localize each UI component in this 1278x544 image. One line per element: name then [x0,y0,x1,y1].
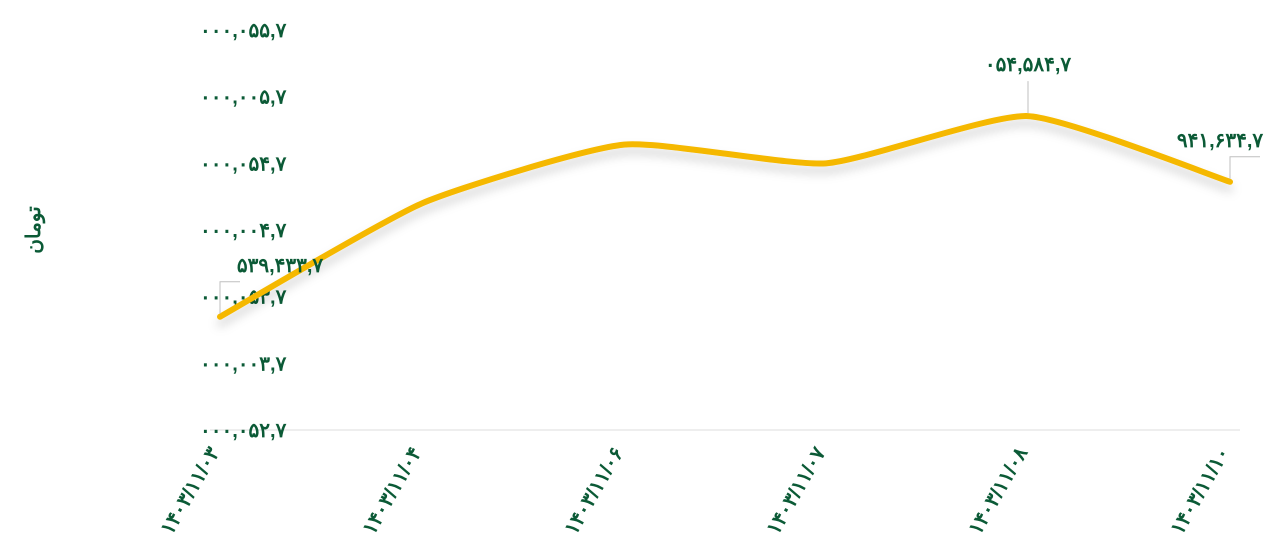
y-tick-label: ۷,۳۰۰,۰۰۰ [200,353,287,375]
y-tick-label: ۷,۵۵۰,۰۰۰ [200,20,287,42]
y-tick-label: ۷,۴۵۰,۰۰۰ [200,153,287,175]
price-series-line [220,116,1230,317]
x-tick-label: ۱۴۰۳/۱۱/۰۷ [763,443,831,538]
y-tick-label: ۷,۴۰۰,۰۰۰ [200,220,287,242]
data-point-label: ۷,۴۸۵,۴۵۰ [985,54,1072,76]
data-point-label: ۷,۳۳۴,۹۳۵ [237,255,324,277]
data-label-leader [1230,157,1260,179]
x-tick-label: ۱۴۰۳/۱۱/۰۸ [965,443,1033,538]
data-point-label: ۷,۴۳۶,۱۴۹ [1177,130,1264,152]
x-tick-label: ۱۴۰۳/۱۱/۱۰ [1167,444,1235,539]
price-line-chart: ۷,۲۵۰,۰۰۰۷,۳۰۰,۰۰۰۷,۳۵۰,۰۰۰۷,۴۰۰,۰۰۰۷,۴۵… [0,0,1278,544]
y-axis-title: تومان [23,206,46,254]
y-tick-label: ۷,۵۰۰,۰۰۰ [200,87,287,109]
y-tick-label: ۷,۲۵۰,۰۰۰ [200,420,287,442]
chart-svg: ۷,۲۵۰,۰۰۰۷,۳۰۰,۰۰۰۷,۳۵۰,۰۰۰۷,۴۰۰,۰۰۰۷,۴۵… [0,0,1278,544]
x-tick-label: ۱۴۰۳/۱۱/۰۶ [561,444,629,539]
x-tick-label: ۱۴۰۳/۱۱/۰۳ [157,443,225,538]
x-tick-label: ۱۴۰۳/۱۱/۰۴ [359,444,427,539]
